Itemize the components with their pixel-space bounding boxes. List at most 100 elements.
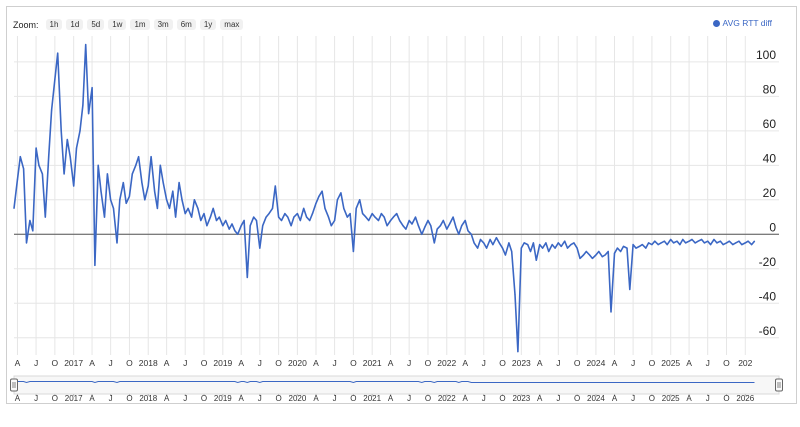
data-point — [253, 216, 255, 218]
data-point — [371, 213, 373, 215]
navigator-tick-label: J — [183, 394, 187, 403]
data-point — [51, 109, 53, 111]
zoom-1w-button[interactable]: 1w — [108, 19, 127, 30]
data-point — [632, 244, 634, 246]
zoom-3m-button[interactable]: 3m — [153, 19, 173, 30]
x-tick-label: J — [407, 358, 411, 368]
data-point — [542, 247, 544, 249]
zoom-5d-button[interactable]: 5d — [87, 19, 105, 30]
data-point — [539, 244, 541, 246]
data-point — [94, 264, 96, 266]
navigator-tick-label: O — [275, 394, 281, 403]
data-point — [548, 250, 550, 253]
y-tick-label: 0 — [769, 220, 776, 234]
data-point — [162, 182, 164, 184]
data-point — [433, 242, 435, 244]
data-point — [311, 213, 314, 215]
navigator-tick-label: A — [164, 394, 170, 403]
zoom-1m-button[interactable]: 1m — [130, 19, 150, 30]
navigator-tick-label: J — [258, 394, 262, 403]
x-tick-label: J — [482, 358, 486, 368]
data-point — [676, 240, 678, 242]
data-point — [383, 216, 385, 218]
data-point — [427, 219, 429, 222]
data-point — [41, 173, 44, 175]
data-point — [16, 178, 19, 180]
data-point — [156, 207, 158, 209]
zoom-6m-button[interactable]: 6m — [176, 19, 196, 30]
y-tick-label: 40 — [763, 151, 777, 165]
data-point — [88, 113, 90, 115]
data-point — [622, 245, 625, 247]
navigator-tick-label: 2020 — [289, 394, 307, 403]
navigator-track[interactable] — [13, 375, 780, 395]
data-point — [635, 247, 637, 249]
data-point — [75, 147, 78, 149]
data-point — [626, 247, 628, 249]
data-point — [150, 156, 152, 158]
data-point — [327, 216, 330, 218]
data-point — [299, 219, 301, 222]
data-point — [753, 240, 756, 242]
data-point — [103, 216, 106, 218]
data-point — [560, 245, 562, 247]
navigator-tick-label: O — [52, 394, 58, 403]
data-point — [498, 242, 500, 244]
navigator-right-handle[interactable] — [775, 378, 783, 392]
data-point — [535, 259, 537, 261]
navigator[interactable]: A J O 2017 A J O 2018 A J O 2019 A J O 2020 A J O 2021 A J O 20… — [10, 375, 783, 403]
x-tick-label: A — [537, 358, 543, 368]
data-point — [178, 182, 180, 184]
data-point — [663, 240, 666, 242]
navigator-tick-label: 2026 — [736, 394, 754, 403]
data-point — [566, 247, 569, 249]
data-point — [716, 242, 718, 244]
data-point — [271, 207, 274, 209]
navigator-left-handle[interactable] — [10, 378, 18, 392]
data-point — [110, 199, 112, 201]
data-point — [200, 219, 202, 222]
data-point — [629, 288, 631, 291]
data-point — [197, 207, 199, 209]
zoom-1d-button[interactable]: 1d — [66, 19, 84, 30]
data-point — [231, 223, 233, 225]
data-point — [529, 250, 532, 253]
data-point — [119, 199, 121, 201]
navigator-tick-label: O — [574, 394, 580, 403]
navigator-tick-label: J — [34, 394, 38, 403]
data-point — [100, 190, 102, 192]
data-point — [517, 351, 519, 353]
x-tick-label: A — [164, 358, 170, 368]
data-point — [390, 219, 392, 222]
data-point — [660, 242, 662, 244]
data-point — [735, 242, 737, 244]
data-point — [532, 242, 535, 244]
x-tick-label: A — [238, 358, 244, 368]
data-point — [576, 247, 578, 249]
data-point — [60, 130, 62, 132]
navigator-tick-label: 2023 — [512, 394, 530, 403]
x-tick-label: O — [52, 358, 59, 368]
series-layer — [13, 43, 756, 353]
data-point — [710, 244, 712, 246]
legend-item[interactable]: AVG RTT diff — [712, 18, 772, 28]
data-point — [168, 207, 171, 209]
data-point — [343, 207, 345, 209]
navigator-tick-label: A — [313, 394, 319, 403]
y-tick-label: 100 — [756, 48, 776, 62]
zoom-1h-button[interactable]: 1h — [45, 19, 63, 30]
data-point — [29, 219, 31, 222]
data-point — [467, 230, 469, 232]
data-point — [166, 199, 168, 201]
data-point — [144, 199, 146, 201]
data-point — [554, 247, 556, 249]
navigator-tick-label: 2018 — [139, 394, 157, 403]
data-point — [751, 244, 753, 246]
navigator-tick-label: 2019 — [214, 394, 232, 403]
zoom-max-button[interactable]: max — [220, 19, 244, 30]
data-point — [69, 156, 71, 158]
data-point — [638, 245, 641, 247]
zoom-1y-button[interactable]: 1y — [199, 19, 217, 30]
data-point — [492, 244, 494, 246]
data-point — [573, 242, 575, 244]
